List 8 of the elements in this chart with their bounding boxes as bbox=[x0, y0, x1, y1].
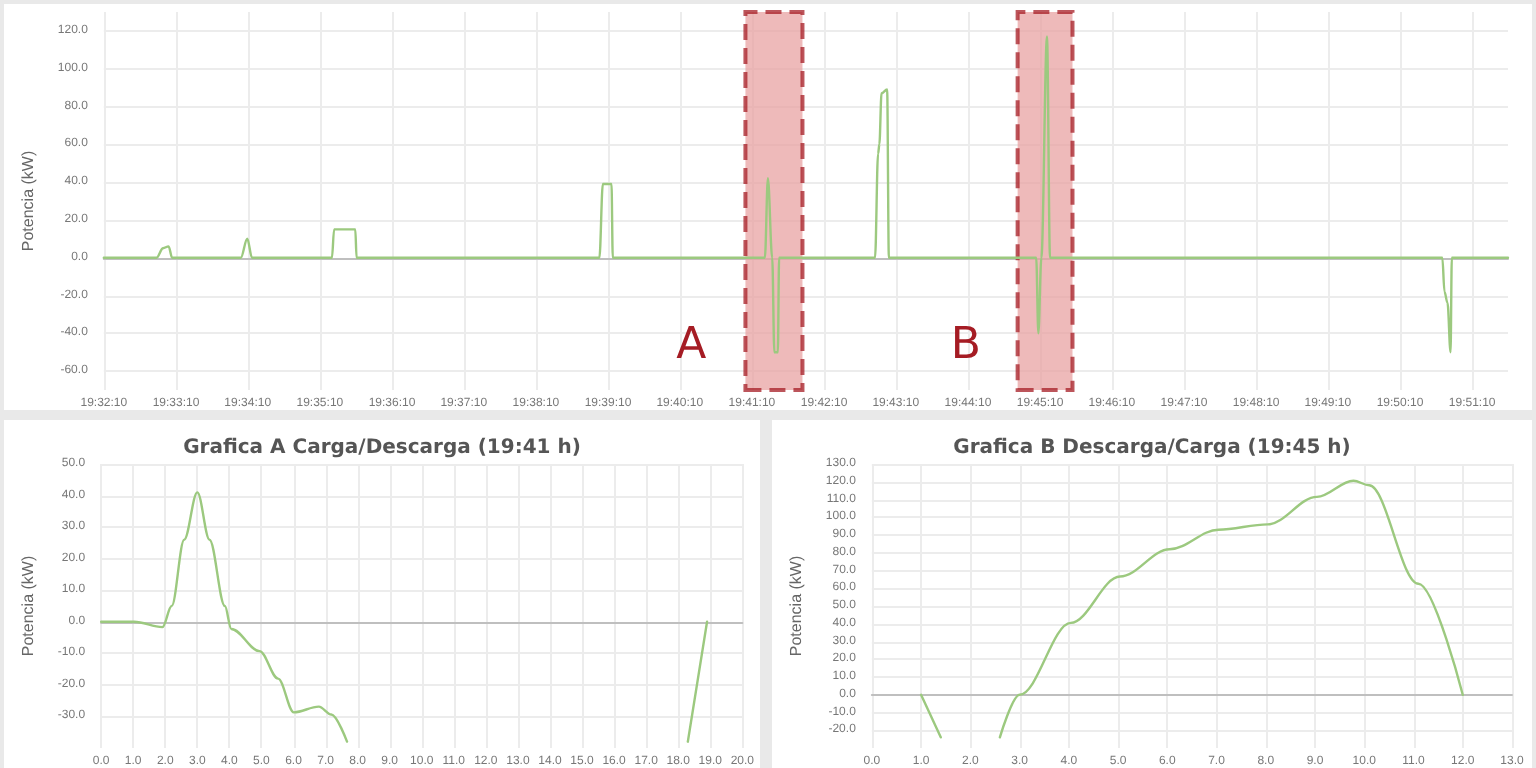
y-axis-title: Potencia (kW) bbox=[19, 150, 37, 252]
y-axis-title: Potencia (kW) bbox=[19, 555, 37, 657]
chart-title: Grafica B Descarga/Carga (19:45 h) bbox=[953, 437, 1351, 459]
chart-title: Grafica A Carga/Descarga (19:41 h) bbox=[183, 437, 581, 459]
y-axis-title: Potencia (kW) bbox=[787, 555, 805, 657]
band-label: B bbox=[950, 320, 982, 371]
band-label: A bbox=[676, 320, 707, 371]
line-series bbox=[102, 35, 1510, 354]
